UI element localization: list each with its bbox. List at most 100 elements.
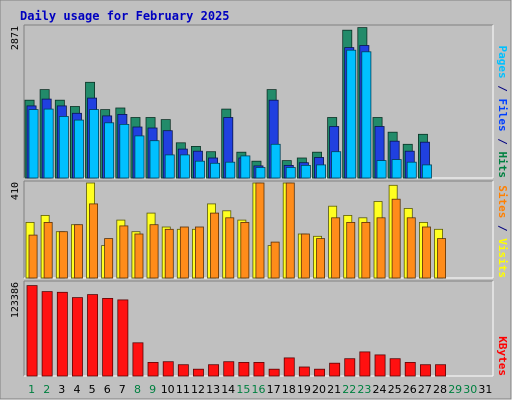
bar-kbytes-day-24 [374, 354, 386, 377]
y-axis-max-label: 410 [10, 182, 21, 200]
panel-sites-visits: 410 Sites / Visits [10, 180, 509, 279]
panel-side-label: KBytes [496, 336, 509, 376]
bar-pages-day-24 [376, 160, 387, 179]
side-label-part: Pages [496, 46, 509, 79]
bar-pages-day-13 [210, 162, 221, 179]
bar-kbytes-day-2 [41, 291, 53, 377]
bar-sites-day-2 [43, 221, 53, 279]
bar-kbytes-day-14 [223, 361, 235, 377]
bar-pages-day-16 [255, 167, 266, 179]
side-label-part: / [496, 79, 509, 99]
bar-sites-day-23 [361, 221, 371, 279]
bar-pages-day-22 [346, 49, 357, 179]
y-axis-max-label: 123386 [10, 282, 21, 318]
bar-kbytes-day-5 [87, 294, 99, 377]
x-tick-label: 23 [357, 383, 371, 396]
bar-kbytes-day-6 [102, 297, 114, 377]
bar-pages-day-6 [104, 122, 115, 179]
bar-sites-day-27 [421, 226, 431, 279]
bar-kbytes-day-12 [192, 368, 204, 377]
x-tick-label: 7 [119, 383, 126, 396]
bar-sites-day-28 [437, 238, 447, 279]
side-label-part: KBytes [496, 336, 509, 376]
bar-pages-day-19 [300, 164, 311, 179]
bar-kbytes-day-21 [329, 362, 341, 377]
x-tick-label: 28 [433, 383, 447, 396]
bar-sites-day-12 [194, 226, 204, 279]
bar-sites-day-10 [164, 228, 174, 279]
bar-kbytes-day-13 [208, 364, 220, 377]
bar-kbytes-day-1 [26, 285, 38, 377]
bar-sites-day-14 [225, 217, 235, 279]
bar-sites-day-1 [28, 234, 38, 279]
bar-sites-day-8 [134, 233, 144, 279]
bar-kbytes-day-26 [404, 361, 416, 377]
side-label-part: / [496, 132, 509, 152]
bar-pages-day-12 [194, 160, 205, 179]
bar-pages-day-4 [74, 119, 84, 179]
bar-sites-day-20 [316, 238, 326, 279]
x-tick-label: 5 [89, 383, 96, 396]
bar-pages-day-10 [164, 154, 175, 179]
series-pages [28, 49, 432, 179]
bar-kbytes-day-11 [177, 364, 189, 377]
panel-side-label: Sites / Visits [496, 185, 509, 278]
bar-pages-day-1 [28, 109, 39, 179]
x-tick-label: 15 [236, 383, 250, 396]
panel-pages-files-hits: 2871 Pages / Files / Hits [10, 24, 509, 179]
bar-kbytes-day-28 [435, 364, 447, 377]
bar-sites-day-19 [300, 233, 310, 279]
bar-pages-day-23 [361, 51, 372, 179]
bar-sites-day-24 [376, 217, 386, 279]
x-tick-label: 12 [191, 383, 205, 396]
x-tick-label: 16 [252, 383, 266, 396]
side-label-part: Hits [496, 152, 509, 179]
x-tick-label: 6 [104, 383, 111, 396]
x-tick-label: 25 [388, 383, 402, 396]
panel-side-label: Pages / Files / Hits [496, 46, 509, 179]
x-tick-label: 22 [342, 383, 356, 396]
x-tick-label: 17 [267, 383, 281, 396]
series-kbytes [26, 285, 447, 377]
bar-kbytes-day-23 [359, 351, 371, 377]
chart-panels: 2871 Pages / Files / Hits 410 Sites / Visit… [10, 24, 509, 377]
chart-title: Daily usage for February 2025 [20, 9, 230, 23]
bar-sites-day-11 [179, 226, 189, 279]
bar-kbytes-day-8 [132, 342, 144, 377]
bar-sites-day-21 [331, 217, 341, 279]
bar-sites-day-3 [58, 231, 68, 279]
bar-sites-day-7 [119, 225, 129, 279]
bar-pages-day-5 [89, 109, 100, 179]
bar-pages-day-2 [43, 108, 54, 179]
series-sites [28, 182, 447, 279]
x-tick-label: 29 [448, 383, 462, 396]
bar-pages-day-8 [134, 135, 145, 179]
bar-sites-day-9 [149, 224, 159, 279]
panel-plot-area [24, 281, 493, 376]
bar-pages-day-11 [179, 154, 190, 179]
bar-sites-day-26 [406, 217, 416, 279]
x-tick-label: 19 [297, 383, 311, 396]
bar-pages-day-7 [119, 124, 130, 179]
bar-kbytes-day-17 [268, 368, 280, 377]
bar-kbytes-day-25 [389, 358, 401, 377]
x-tick-label: 20 [312, 383, 326, 396]
bar-kbytes-day-18 [283, 357, 295, 377]
x-tick-label: 27 [418, 383, 432, 396]
bar-kbytes-day-20 [314, 368, 326, 377]
bar-pages-day-3 [58, 116, 69, 179]
bar-sites-day-16 [255, 182, 265, 279]
x-tick-label: 9 [149, 383, 156, 396]
side-label-part: Visits [496, 238, 509, 278]
bar-kbytes-day-4 [72, 297, 83, 377]
x-tick-label: 4 [74, 383, 81, 396]
x-tick-label: 13 [206, 383, 220, 396]
x-tick-label: 24 [373, 383, 387, 396]
bar-sites-day-13 [210, 212, 220, 279]
bar-pages-day-26 [406, 161, 417, 179]
x-tick-label: 14 [221, 383, 235, 396]
bar-kbytes-day-15 [238, 361, 250, 377]
side-label-part: Sites [496, 185, 509, 218]
y-axis-max-label: 2871 [10, 26, 21, 50]
x-tick-label: 8 [134, 383, 141, 396]
